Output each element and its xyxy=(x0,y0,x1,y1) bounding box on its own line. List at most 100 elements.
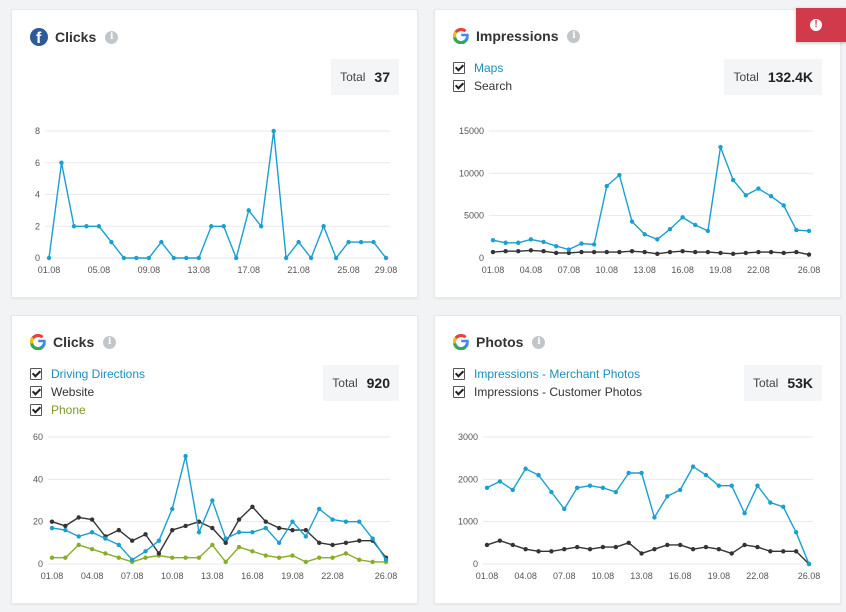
info-icon[interactable]: i xyxy=(103,335,117,349)
data-point xyxy=(283,255,289,261)
data-point xyxy=(716,546,722,552)
legend-item-driving-directions[interactable]: Driving Directions xyxy=(30,365,145,383)
data-point xyxy=(290,527,295,533)
data-point xyxy=(383,255,389,261)
legend-label: Impressions - Customer Photos xyxy=(474,385,643,399)
info-icon[interactable]: i xyxy=(567,29,581,43)
google-icon xyxy=(453,28,469,44)
legend-item-merchant-photos[interactable]: Impressions - Merchant Photos xyxy=(453,365,642,383)
x-tick-label: 05.08 xyxy=(88,265,111,275)
data-point xyxy=(223,559,228,565)
legend-item-website[interactable]: Website xyxy=(30,383,145,401)
series-line xyxy=(51,455,387,561)
data-point xyxy=(121,255,127,261)
data-point xyxy=(652,546,657,552)
data-point xyxy=(541,249,546,254)
data-point xyxy=(566,247,572,252)
data-point xyxy=(642,232,647,237)
legend-label: Driving Directions xyxy=(51,367,146,381)
data-point xyxy=(196,555,202,560)
checkbox-checked-icon[interactable] xyxy=(453,368,465,380)
alert-button[interactable]: ! xyxy=(796,8,846,42)
data-point xyxy=(223,540,228,546)
total-value: 132.4K xyxy=(767,69,813,85)
info-icon[interactable]: i xyxy=(532,335,546,349)
data-point xyxy=(755,544,760,550)
data-point xyxy=(210,542,215,548)
data-point xyxy=(716,483,722,488)
data-point xyxy=(579,249,584,255)
y-tick-label: 60 xyxy=(33,432,43,442)
x-tick-label: 26.08 xyxy=(375,571,398,581)
data-point xyxy=(690,464,696,469)
data-point xyxy=(330,517,335,522)
x-tick-label: 09.08 xyxy=(138,265,161,275)
data-point xyxy=(729,551,734,556)
panel-google-photos: Photos i Impressions - Merchant Photos I… xyxy=(434,315,841,604)
total-label: Total xyxy=(733,70,759,84)
y-tick-label: 2000 xyxy=(458,474,478,484)
data-point xyxy=(604,183,609,189)
data-point xyxy=(693,249,698,255)
legend-item-phone[interactable]: Phone xyxy=(30,401,145,419)
checkbox-checked-icon[interactable] xyxy=(30,404,42,416)
y-tick-label: 6 xyxy=(35,158,40,168)
data-point xyxy=(370,536,375,541)
data-point xyxy=(236,530,242,535)
line-chart: 0 1000 2000 3000 01.08 04.08 07.08 10.08 13.08 16… xyxy=(458,432,820,581)
checkbox-checked-icon[interactable] xyxy=(453,386,465,398)
x-tick-label: 29.08 xyxy=(375,265,398,275)
checkbox-checked-icon[interactable] xyxy=(453,62,465,74)
data-point xyxy=(308,255,314,261)
data-point xyxy=(591,249,597,255)
data-point xyxy=(84,224,89,229)
data-point xyxy=(143,549,148,554)
x-tick-label: 16.08 xyxy=(671,265,694,275)
panel-title-text: Clicks xyxy=(53,334,95,350)
data-point xyxy=(781,549,786,554)
x-tick-label: 22.08 xyxy=(321,571,344,581)
legend-item-search[interactable]: Search xyxy=(453,77,512,95)
data-point xyxy=(705,249,711,255)
data-point xyxy=(639,470,644,476)
data-point xyxy=(742,542,747,548)
data-point xyxy=(343,519,349,524)
data-point xyxy=(76,534,81,539)
data-point xyxy=(536,472,541,478)
data-point xyxy=(579,241,584,246)
panel-title: f Clicks i xyxy=(30,28,119,46)
total-box: Total 920 xyxy=(323,365,399,401)
data-point xyxy=(549,489,554,495)
data-point xyxy=(497,479,503,484)
data-point xyxy=(357,519,362,524)
data-point xyxy=(290,519,295,524)
data-point xyxy=(156,551,162,556)
data-point xyxy=(793,530,799,535)
data-point xyxy=(574,485,580,490)
data-point xyxy=(516,240,521,245)
y-tick-label: 0 xyxy=(35,253,40,263)
legend-item-maps[interactable]: Maps xyxy=(453,59,512,77)
data-point xyxy=(49,519,55,524)
x-tick-label: 22.08 xyxy=(747,265,770,275)
data-point xyxy=(484,542,490,548)
line-chart: 0 2 4 6 8 01.08 05.08 09.08 13.08 17.08 21.08 25.08… xyxy=(35,126,398,275)
data-point xyxy=(541,239,546,245)
data-point xyxy=(743,193,748,198)
data-point xyxy=(690,546,696,552)
data-point xyxy=(617,172,622,178)
panel-facebook-clicks: f Clicks i Total 37 0 2 4 6 8 01.08 05.08 09.08… xyxy=(11,9,418,298)
data-point xyxy=(678,542,683,548)
data-point xyxy=(604,249,609,255)
data-point xyxy=(89,530,95,535)
data-point xyxy=(250,549,255,554)
checkbox-checked-icon[interactable] xyxy=(30,368,42,380)
info-icon[interactable]: i xyxy=(105,30,119,44)
data-point xyxy=(170,506,175,512)
checkbox-checked-icon[interactable] xyxy=(453,80,465,92)
data-point xyxy=(554,250,559,256)
data-point xyxy=(317,555,322,560)
checkbox-checked-icon[interactable] xyxy=(30,386,42,398)
legend-item-customer-photos[interactable]: Impressions - Customer Photos xyxy=(453,383,642,401)
data-point xyxy=(574,544,580,550)
